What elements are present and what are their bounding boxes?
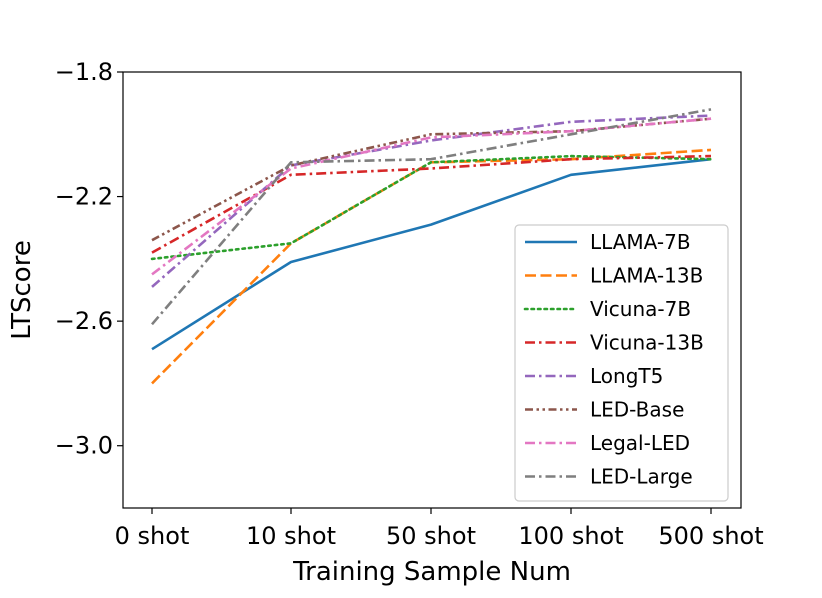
legend-label: Vicuna-7B [590, 297, 691, 321]
y-tick-label: −2.6 [55, 307, 113, 335]
legend-label: LLAMA-7B [590, 230, 691, 254]
x-axis: 0 shot 10 shot 50 shot 100 shot 500 shot [115, 508, 764, 550]
legend-label: LED-Large [590, 465, 693, 489]
y-axis-label: LTScore [7, 240, 37, 340]
series-line-longt5 [151, 114, 712, 288]
legend-label: LLAMA-13B [590, 264, 703, 288]
series-line-vicuna-13b [151, 154, 712, 254]
x-tick-label: 100 shot [518, 522, 623, 550]
x-tick-label: 0 shot [115, 522, 190, 550]
x-tick-label: 10 shot [246, 522, 336, 550]
x-axis-label: Training Sample Num [292, 557, 571, 587]
legend-label: LongT5 [590, 364, 663, 388]
y-axis: −1.8 −2.2 −2.6 −3.0 [55, 58, 123, 460]
y-tick-label: −2.2 [55, 183, 113, 211]
x-tick-label: 50 shot [386, 522, 476, 550]
y-tick-label: −3.0 [55, 432, 113, 460]
y-tick-label: −1.8 [55, 58, 113, 86]
legend-box [514, 224, 729, 502]
series-line-led-large [151, 108, 712, 326]
plot-area-frame [122, 71, 742, 509]
legend: LLAMA-7B LLAMA-13B Vicuna-7B Vicuna-13B Long… [514, 224, 729, 502]
legend-label: Vicuna-13B [590, 331, 704, 355]
legend-label: Legal-LED [590, 431, 690, 455]
x-tick-label: 500 shot [658, 522, 763, 550]
series-layer [150, 108, 713, 385]
legend-label: LED-Base [590, 398, 684, 422]
